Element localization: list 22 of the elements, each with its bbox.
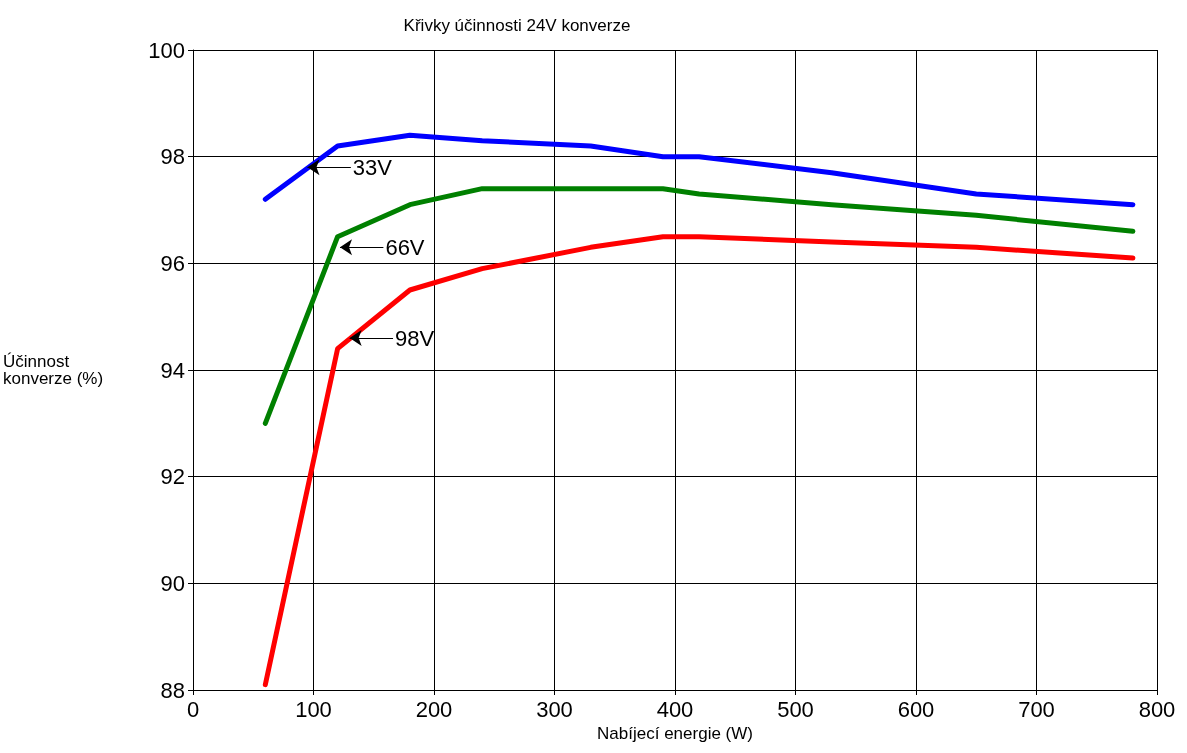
y-tick-label: 88 <box>160 677 185 703</box>
y-axis-title: Účinnost konverze (%) <box>3 352 104 388</box>
annotation: 98V <box>395 325 435 351</box>
y-tick-label: 92 <box>160 464 185 490</box>
y-tick-label: 98 <box>160 144 185 170</box>
x-tick-label: 800 <box>1138 696 1176 722</box>
annotation: 66V <box>385 234 425 260</box>
x-tick-label: 400 <box>656 696 694 722</box>
x-tick-label: 100 <box>295 696 332 722</box>
y-tick-label: 90 <box>160 570 185 596</box>
annotation: 33V <box>352 154 393 180</box>
x-tick-label: 600 <box>897 696 935 722</box>
x-tick-label: 500 <box>777 696 814 722</box>
x-axis-title: Nabíjecí energie (W) <box>597 723 753 743</box>
y-tick-label: 96 <box>160 250 185 276</box>
x-tick-label: 300 <box>536 696 573 722</box>
chart-title: Křivky účinnosti 24V konverze <box>403 16 631 35</box>
x-tick-label: 700 <box>1018 696 1055 722</box>
y-tick-label: 94 <box>160 357 185 383</box>
x-tick-label: 200 <box>415 696 453 722</box>
y-tick-label: 100 <box>148 37 185 63</box>
x-tick-label: 0 <box>186 696 200 722</box>
